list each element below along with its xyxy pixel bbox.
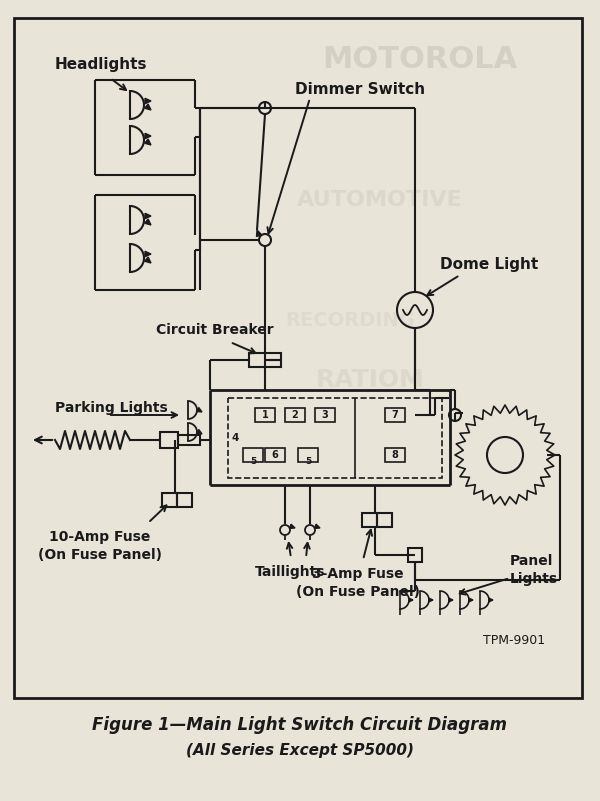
Bar bbox=[298, 448, 318, 462]
Text: 3-Amp Fuse
(On Fuse Panel): 3-Amp Fuse (On Fuse Panel) bbox=[296, 567, 420, 599]
Text: (All Series Except SP5000): (All Series Except SP5000) bbox=[186, 743, 414, 758]
Polygon shape bbox=[197, 429, 202, 434]
Polygon shape bbox=[145, 257, 151, 263]
Text: 10-Amp Fuse
(On Fuse Panel): 10-Amp Fuse (On Fuse Panel) bbox=[38, 530, 162, 562]
Polygon shape bbox=[290, 524, 295, 529]
Text: Taillights: Taillights bbox=[255, 565, 325, 579]
Text: Circuit Breaker: Circuit Breaker bbox=[156, 323, 274, 337]
Bar bbox=[178, 435, 200, 445]
Bar bbox=[177, 493, 192, 507]
Polygon shape bbox=[489, 598, 493, 602]
Text: Dimmer Switch: Dimmer Switch bbox=[295, 83, 425, 98]
Bar bbox=[14, 18, 582, 698]
Text: Headlights: Headlights bbox=[55, 58, 148, 73]
Bar bbox=[377, 513, 392, 527]
Text: 6: 6 bbox=[272, 450, 278, 460]
Bar bbox=[408, 548, 422, 562]
Text: Figure 1—Main Light Switch Circuit Diagram: Figure 1—Main Light Switch Circuit Diagr… bbox=[92, 716, 508, 734]
Polygon shape bbox=[409, 598, 413, 602]
Text: Parking Lights: Parking Lights bbox=[55, 401, 168, 415]
Text: 5: 5 bbox=[305, 457, 311, 466]
Text: 7: 7 bbox=[392, 410, 398, 420]
Polygon shape bbox=[145, 213, 151, 219]
Bar bbox=[249, 353, 281, 367]
Text: AUTOMOTIVE: AUTOMOTIVE bbox=[297, 190, 463, 210]
Bar bbox=[228, 398, 442, 478]
Text: 4: 4 bbox=[232, 433, 239, 443]
Bar bbox=[265, 448, 285, 462]
Bar bbox=[315, 408, 335, 422]
Bar bbox=[162, 493, 177, 507]
Text: 8: 8 bbox=[392, 450, 398, 460]
Polygon shape bbox=[257, 230, 262, 236]
Bar bbox=[385, 448, 405, 462]
Polygon shape bbox=[145, 139, 151, 145]
Bar bbox=[385, 408, 405, 422]
Bar bbox=[285, 408, 305, 422]
Polygon shape bbox=[469, 598, 473, 602]
Text: 5: 5 bbox=[250, 457, 256, 466]
Text: RATIOM: RATIOM bbox=[316, 368, 424, 392]
Polygon shape bbox=[145, 219, 151, 225]
Polygon shape bbox=[145, 104, 151, 110]
Polygon shape bbox=[429, 598, 433, 602]
Polygon shape bbox=[145, 252, 151, 256]
Polygon shape bbox=[145, 99, 151, 103]
Text: 3: 3 bbox=[322, 410, 328, 420]
Polygon shape bbox=[449, 598, 453, 602]
Bar bbox=[362, 513, 377, 527]
Bar bbox=[160, 432, 178, 448]
Polygon shape bbox=[145, 133, 151, 139]
Text: TPM-9901: TPM-9901 bbox=[483, 634, 545, 646]
Text: MOTOROLA: MOTOROLA bbox=[322, 46, 518, 74]
Bar bbox=[243, 448, 263, 462]
Polygon shape bbox=[197, 408, 202, 412]
Text: Panel
Lights: Panel Lights bbox=[510, 553, 558, 586]
Polygon shape bbox=[314, 524, 320, 529]
Text: 2: 2 bbox=[292, 410, 298, 420]
Text: 1: 1 bbox=[262, 410, 268, 420]
Text: Dome Light: Dome Light bbox=[440, 257, 538, 272]
Bar bbox=[255, 408, 275, 422]
Text: RECORDING: RECORDING bbox=[285, 311, 415, 329]
